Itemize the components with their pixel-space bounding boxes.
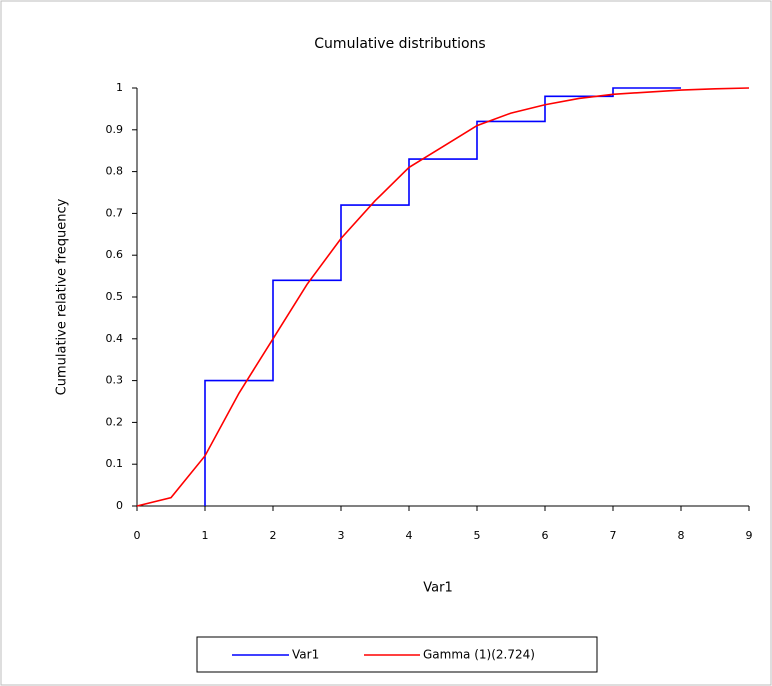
y-tick-label: 0.5 [106,290,124,303]
x-tick-label: 4 [406,529,413,542]
x-tick-label: 8 [678,529,685,542]
legend-label: Var1 [292,648,319,662]
x-tick-label: 1 [202,529,209,542]
x-tick-label: 7 [610,529,617,542]
y-tick-label: 0.3 [106,374,124,387]
x-tick-label: 9 [746,529,753,542]
y-tick-label: 0.8 [106,165,124,178]
x-axis-label: Var1 [423,581,452,596]
legend-label: Gamma (1)(2.724) [423,648,535,662]
y-tick-label: 0.1 [106,457,124,470]
y-axis-label: Cumulative relative frequency [55,198,70,395]
y-tick-label: 0.9 [106,123,124,136]
y-tick-label: 1 [116,81,123,94]
chart-title: Cumulative distributions [314,36,485,52]
y-tick-label: 0.7 [106,206,124,219]
chart: Cumulative distributions Var1 Cumulative… [0,0,772,686]
y-tick-label: 0.2 [106,415,124,428]
page: {"chart_data": {"type": "line", "title":… [0,0,772,686]
y-tick-label: 0.4 [106,332,124,345]
x-tick-label: 2 [270,529,277,542]
y-tick-label: 0 [116,499,123,512]
x-tick-label: 5 [474,529,481,542]
x-tick-label: 3 [338,529,345,542]
x-tick-label: 0 [134,529,141,542]
y-tick-label: 0.6 [106,248,124,261]
x-tick-label: 6 [542,529,549,542]
